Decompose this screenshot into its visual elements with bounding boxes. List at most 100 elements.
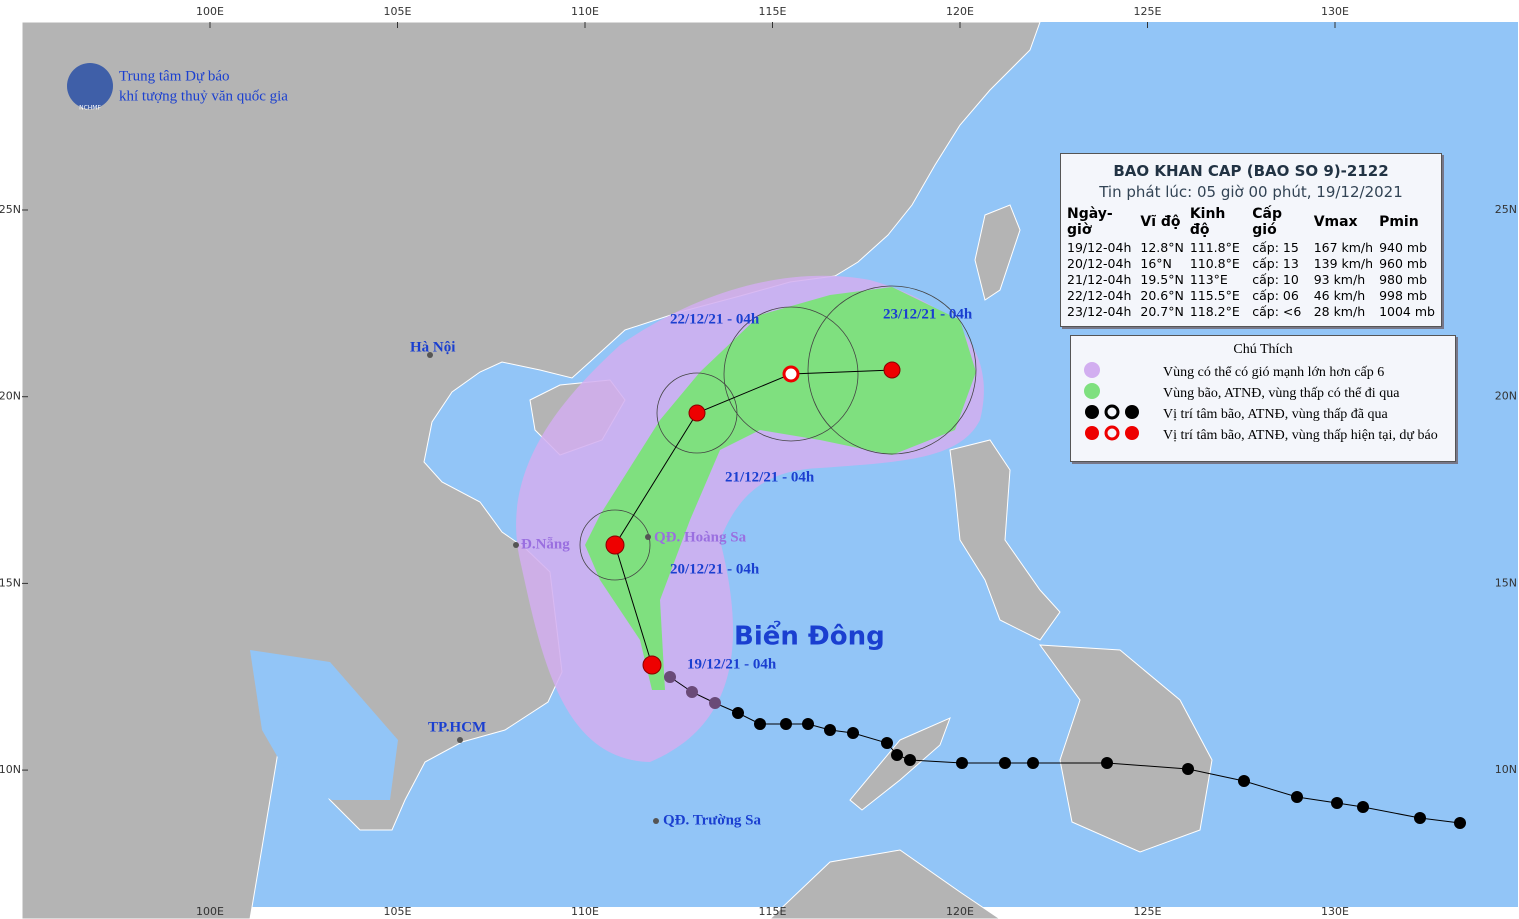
lat-label: 10N [1495, 763, 1517, 776]
legend-icon [1071, 382, 1163, 405]
cell: 20.6°N [1140, 288, 1184, 303]
lon-label: 100E [196, 5, 224, 18]
legend-icon [1071, 424, 1163, 447]
taiwan [974, 204, 1021, 301]
past-point [1331, 797, 1343, 809]
past-point [881, 737, 893, 749]
cell: 980 mb [1379, 272, 1428, 287]
column-header: Kinh độ [1189, 206, 1226, 238]
circle [656, 372, 738, 454]
cell: 20.7°N [1140, 304, 1184, 319]
legend-text: Vùng bão, ATNĐ, vùng thấp có thể đi qua [1163, 385, 1400, 401]
column-header: Ngày-giờ [1067, 206, 1113, 238]
past-point [1414, 812, 1426, 824]
lat-label: 25N [1495, 203, 1517, 216]
legend-title: Chú Thích [1233, 342, 1293, 357]
cell: 115.5°E [1189, 288, 1240, 303]
lat-label: 10N [0, 763, 21, 776]
legend-icon [1071, 361, 1163, 384]
time-label: 20/12/21 - 04h [670, 561, 760, 577]
past-point [709, 697, 721, 709]
past-point [1238, 775, 1250, 787]
cell: 12.8°N [1140, 240, 1184, 255]
past-point [1182, 763, 1194, 775]
lon-label: 100E [196, 905, 224, 918]
legend-icon [1071, 403, 1163, 426]
cell: 20/12-04h [1067, 256, 1132, 271]
lon-label: 130E [1321, 5, 1349, 18]
lon-label: 130E [1321, 905, 1349, 918]
bulletin: BAO KHAN CAP (BAO SO 9)-2122 Tin phát lú… [1060, 153, 1442, 327]
table-body: 19/12-04h 12.8°N 111.8°E cấp: 15 167 km/h 940… [1067, 240, 1441, 320]
row: 22/12-04h 20.6°N 115.5°E cấp: 06 46 km/h 998 … [1067, 288, 1441, 304]
row: 20/12-04h 16°N 110.8°E cấp: 13 139 km/h 960 m… [1067, 256, 1441, 272]
center [642, 655, 662, 675]
cell: 940 mb [1379, 240, 1428, 255]
legend-text: Vị trí tâm bão, ATNĐ, vùng thấp đã qua [1163, 406, 1388, 422]
label: Đ.Nẵng [521, 536, 570, 552]
row: 19/12-04h 12.8°N 111.8°E cấp: 15 167 km/h 940… [1067, 240, 1441, 256]
cell: 998 mb [1379, 288, 1428, 303]
column-header: Vmax [1313, 214, 1358, 230]
time-label: 22/12/21 - 04h [670, 311, 760, 327]
axes: 100E 100E 105E 105E 110E 110E 115E 115E 120E 120E… [0, 5, 1517, 918]
lat-label: 15N [1495, 576, 1517, 589]
past-point [956, 757, 968, 769]
past-point [780, 718, 792, 730]
cell: 19.5°N [1140, 272, 1184, 287]
lon-label: 105E [384, 905, 412, 918]
cell: 23/12-04h [1067, 304, 1132, 319]
cell: 28 km/h [1313, 304, 1366, 319]
dot [513, 542, 519, 548]
dot [653, 818, 659, 824]
lon-label: 120E [946, 905, 974, 918]
legend: Chú Thích Vùng có thể có gió mạnh lớn hơ… [1070, 335, 1456, 462]
mindanao [1038, 644, 1213, 853]
legend-items: Vùng có thể có gió mạnh lớn hơn cấp 6 Vùn… [1071, 362, 1455, 446]
cell: 1004 mb [1379, 304, 1435, 319]
cell: cấp: 15 [1252, 240, 1299, 255]
label: QĐ. Hoàng Sa [654, 529, 747, 545]
past-point [732, 707, 744, 719]
logo-mark [67, 63, 113, 109]
gulf [250, 650, 398, 800]
map-labels: Hà Nội Đ.Nẵng QĐ. Hoàng Sa TP.HCM QĐ. Tr… [410, 306, 973, 828]
cell: 960 mb [1379, 256, 1428, 271]
bulletin-issued: Tin phát lúc: 05 giờ 00 phút, 19/12/2021 [1099, 183, 1403, 201]
cell: 93 km/h [1313, 272, 1366, 287]
column-header: Pmin [1379, 214, 1419, 230]
past-point [802, 718, 814, 730]
cell: 46 km/h [1313, 288, 1366, 303]
past-point [891, 749, 903, 761]
lat-label: 25N [0, 203, 21, 216]
lat-label: 20N [1495, 390, 1517, 403]
circle [579, 509, 651, 581]
lat-label: 15N [0, 576, 21, 589]
cell: cấp: 06 [1252, 288, 1299, 303]
legend-item: Vùng bão, ATNĐ, vùng thấp có thể đi qua [1071, 383, 1455, 404]
logo-text: NCHMF [79, 105, 101, 112]
dot [457, 737, 463, 743]
luzon [949, 439, 1061, 641]
circle [723, 306, 859, 442]
lat-label: 20N [0, 390, 21, 403]
forecast-points [605, 361, 901, 675]
past-point [847, 727, 859, 739]
lon-label: 115E [759, 905, 787, 918]
past-point [1101, 757, 1113, 769]
lon-label: 125E [1134, 905, 1162, 918]
past-point [754, 718, 766, 730]
cell: 16°N [1140, 256, 1172, 271]
row: 21/12-04h 19.5°N 113°E cấp: 10 93 km/h 980 mb [1067, 272, 1441, 288]
lon-label: 120E [946, 5, 974, 18]
legend-item: Vị trí tâm bão, ATNĐ, vùng thấp đã qua [1071, 404, 1455, 425]
header-row: Ngày-giờ Vĩ độ Kinh độ Cấp gió Vmax Pmin [1067, 206, 1441, 240]
label: QĐ. Trường Sa [663, 812, 762, 828]
circles [579, 285, 977, 581]
cell: 110.8°E [1189, 256, 1240, 271]
borneo [769, 849, 1001, 919]
storm-zone [585, 287, 976, 690]
lon-label: 115E [759, 5, 787, 18]
lon-label: 105E [384, 5, 412, 18]
